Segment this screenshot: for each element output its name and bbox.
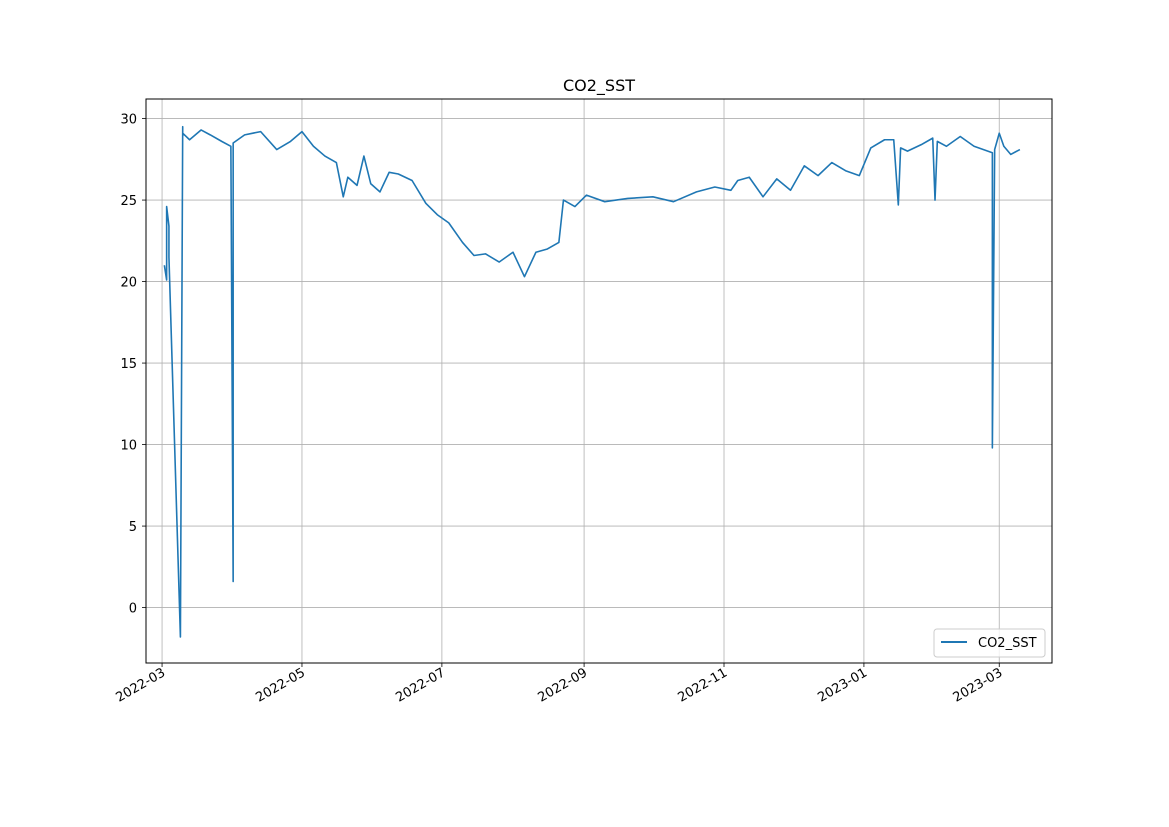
series-group <box>163 125 1021 638</box>
legend-label: CO2_SST <box>978 636 1037 651</box>
y-tick-label: 15 <box>120 357 137 372</box>
legend-box <box>933 628 1046 658</box>
y-tick-label: 10 <box>120 439 137 454</box>
plot-area <box>145 98 1053 664</box>
legend: CO2_SST <box>933 628 1046 658</box>
y-tick-label: 0 <box>129 602 137 617</box>
y-tick-label: 25 <box>120 194 137 209</box>
series-line-co2-sst <box>163 125 1021 638</box>
y-axis: 0 5 10 15 20 25 30 <box>120 113 146 617</box>
y-tick-label: 5 <box>129 520 137 535</box>
chart-title: CO2_SST <box>563 76 635 96</box>
y-tick-label: 20 <box>120 276 137 291</box>
y-tick-label: 30 <box>120 113 137 128</box>
